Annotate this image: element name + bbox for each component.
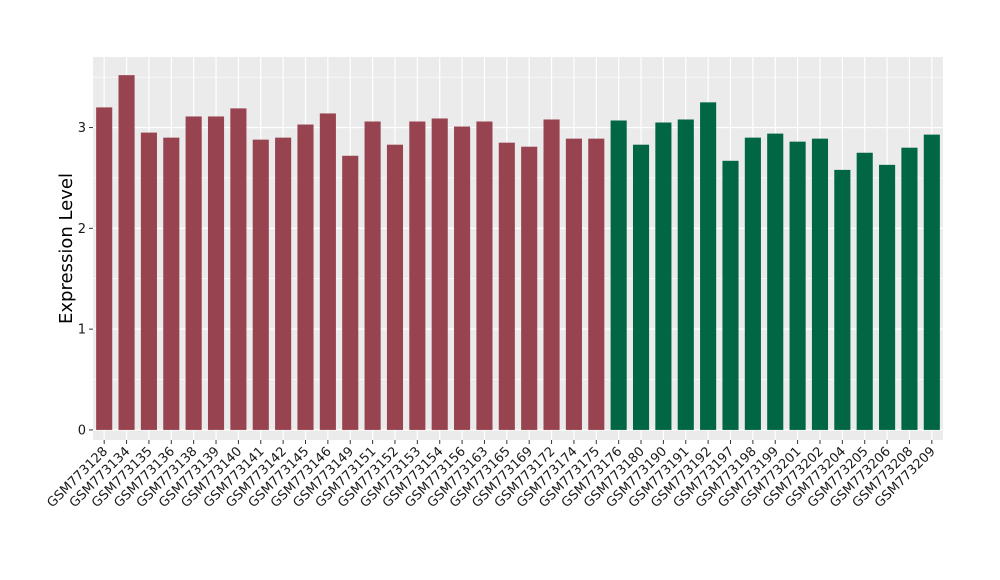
y-tick-label: 0 — [78, 423, 86, 438]
bar-GSM773139 — [207, 116, 225, 430]
bar-GSM773163 — [476, 121, 493, 430]
bar-GSM773198 — [744, 137, 761, 430]
bar-GSM773206 — [879, 164, 896, 430]
bar-GSM773145 — [297, 124, 314, 430]
bar-GSM773152 — [386, 144, 404, 430]
bar-GSM773180 — [632, 144, 650, 430]
bar-GSM773172 — [543, 119, 560, 430]
bar-GSM773197 — [722, 160, 739, 430]
bar-GSM773208 — [901, 147, 918, 430]
bar-GSM773204 — [834, 169, 851, 430]
bar-GSM773140 — [230, 108, 247, 430]
y-tick-label: 1 — [78, 323, 86, 338]
y-tick-label: 3 — [78, 121, 86, 136]
bar-GSM773191 — [677, 119, 694, 430]
bar-GSM773149 — [342, 155, 359, 430]
bar-GSM773146 — [319, 113, 336, 430]
bar-GSM773153 — [409, 121, 426, 430]
bar-GSM773205 — [856, 152, 873, 430]
x-axis: GSM773128GSM773134GSM773135GSM773136GSM7… — [44, 440, 939, 511]
bar-GSM773174 — [565, 138, 582, 430]
bar-GSM773135 — [140, 132, 157, 430]
bar-GSM773190 — [655, 122, 672, 430]
bar-GSM773202 — [811, 138, 829, 430]
bar-GSM773175 — [588, 138, 605, 430]
bar-GSM773192 — [700, 102, 717, 430]
bar-GSM773134 — [118, 75, 135, 430]
bar-GSM773154 — [431, 118, 448, 430]
bar-GSM773201 — [789, 141, 806, 430]
bars — [96, 75, 940, 430]
bar-GSM773199 — [767, 133, 784, 430]
bar-GSM773128 — [96, 107, 113, 430]
bar-GSM773209 — [923, 134, 940, 430]
bar-GSM773169 — [521, 146, 538, 430]
bar-GSM773138 — [185, 116, 202, 430]
bar-GSM773156 — [454, 126, 471, 430]
y-axis: 0 1 2 3 — [78, 121, 93, 438]
bar-GSM773141 — [252, 139, 269, 430]
bar-GSM773136 — [163, 137, 180, 430]
bar-GSM773176 — [610, 120, 627, 430]
bar-GSM773151 — [364, 121, 381, 430]
y-axis-title: Expression Level — [56, 173, 77, 324]
bar-GSM773142 — [275, 137, 292, 430]
bar-GSM773165 — [498, 142, 515, 430]
y-tick-label: 2 — [78, 222, 86, 237]
